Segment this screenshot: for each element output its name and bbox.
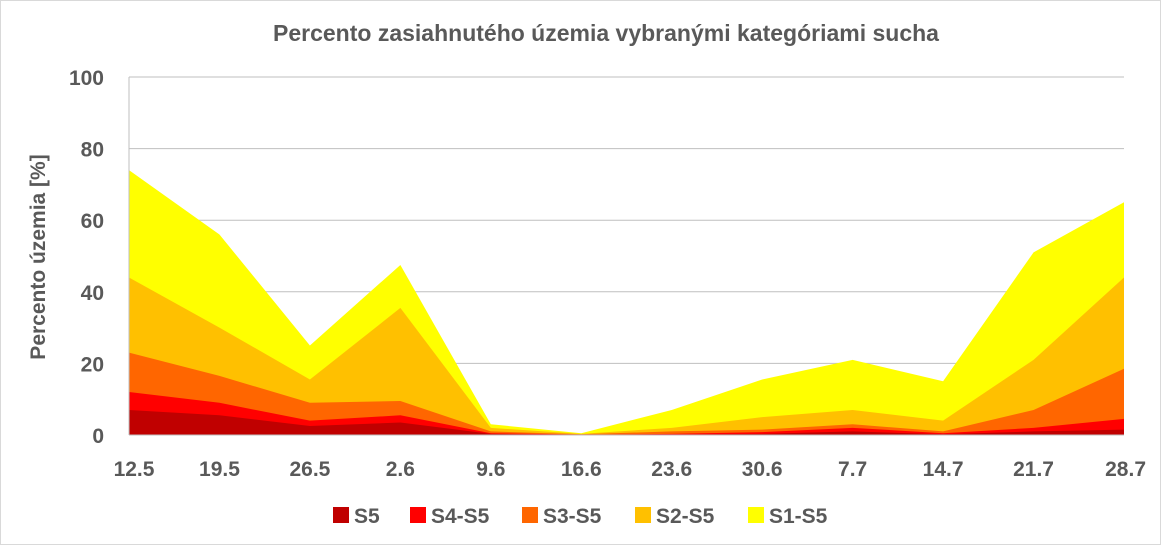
legend-label: S4-S5 [431,505,490,528]
x-tick-label: 2.6 [386,458,415,481]
area-s3-s5 [129,352,1124,435]
y-tick-labels: 0 20 40 60 80 100 [69,67,104,448]
legend-item-s5: S5 [333,505,380,528]
x-tick-label: 19.5 [199,458,240,481]
x-tick-label: 14.7 [923,458,964,481]
x-tick-label: 28.7 [1105,458,1146,481]
y-tick-label: 0 [92,425,104,448]
legend-item-s2-s5: S2-S5 [635,505,715,528]
x-tick-label: 21.7 [1013,458,1054,481]
legend-swatch [522,507,538,523]
y-tick-label: 60 [81,210,104,233]
legend-label: S3-S5 [543,505,602,528]
legend-label: S5 [354,505,380,528]
area-series [129,170,1124,435]
x-tick-label: 9.6 [476,458,505,481]
y-tick-label: 20 [81,353,104,376]
y-tick-label: 80 [81,139,104,162]
chart-title: Percento zasiahnutého územia vybranými k… [273,20,939,46]
y-axis-label: Percento územia [%] [27,154,50,359]
x-tick-label: 23.6 [651,458,692,481]
legend-swatch [748,507,764,523]
x-tick-label: 30.6 [742,458,783,481]
axes [128,77,1124,436]
legend-swatch [635,507,651,523]
legend-item-s3-s5: S3-S5 [522,505,602,528]
x-tick-labels: 12.5 19.5 26.5 2.6 9.6 16.6 23.6 30.6 7.7 14.7 21.… [114,458,1146,481]
x-tick-label: 26.5 [289,458,330,481]
legend-swatch [333,507,349,523]
legend-label: S1-S5 [769,505,828,528]
legend-label: S2-S5 [656,505,715,528]
legend: S5 S4-S5 S3-S5 S2-S5 S1-S5 [333,505,828,528]
area-s5 [129,409,1124,435]
y-tick-label: 40 [81,282,104,305]
x-tick-label: 16.6 [561,458,602,481]
legend-swatch [410,507,426,523]
y-tick-label: 100 [69,67,104,90]
x-tick-label: 12.5 [114,458,155,481]
area-s2-s5 [129,277,1124,435]
legend-item-s4-s5: S4-S5 [410,505,490,528]
legend-item-s1-s5: S1-S5 [748,505,828,528]
x-tick-label: 7.7 [838,458,867,481]
